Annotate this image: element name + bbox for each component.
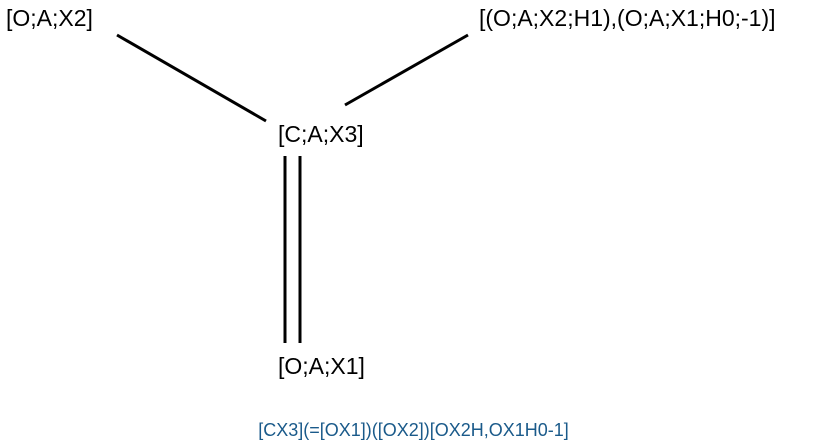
atom-label-oxygen-bottom: [O;A;X1] xyxy=(278,353,365,379)
bond-c-o-top-left xyxy=(116,33,267,123)
atom-label-oxygen-top-left: [O;A;X2] xyxy=(6,5,93,31)
atom-label-carbon: [C;A;X3] xyxy=(278,121,364,147)
atom-label-oxygen-top-right: [(O;A;X2;H1),(O;A;X1;H0;-1)] xyxy=(479,5,776,31)
bond-c-o-top-right xyxy=(344,33,469,107)
smarts-caption: [CX3](=[OX1])([OX2])[OX2H,OX1H0-1] xyxy=(258,420,569,440)
